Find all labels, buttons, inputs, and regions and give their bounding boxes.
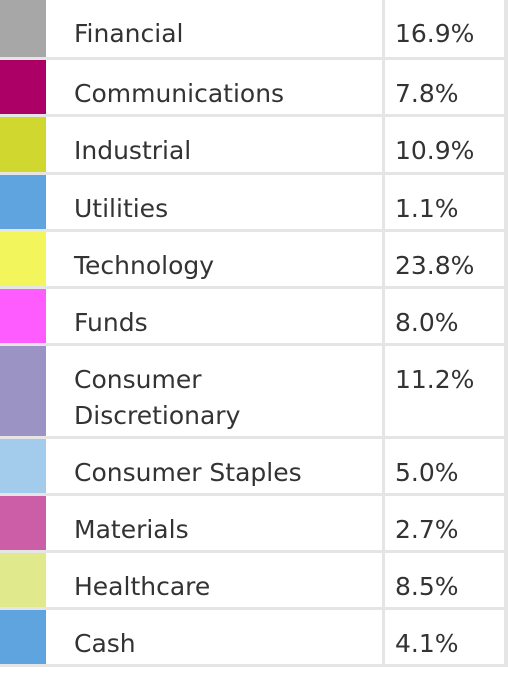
color-swatch <box>0 496 46 550</box>
legend-row-healthcare: Healthcare 8.5% <box>0 553 508 610</box>
column-divider <box>382 610 385 664</box>
column-divider <box>382 175 385 229</box>
sector-name: Industrial <box>74 136 192 165</box>
sector-percentage: 2.7% <box>395 515 459 544</box>
right-border <box>504 232 508 286</box>
sector-name: Cash <box>74 629 136 658</box>
color-swatch <box>0 346 46 436</box>
sector-percentage: 10.9% <box>395 136 475 165</box>
sector-name: Consumer Staples <box>74 458 302 487</box>
right-border <box>504 439 508 493</box>
sector-percentage: 11.2% <box>395 365 475 394</box>
right-border <box>504 60 508 114</box>
column-divider <box>382 439 385 493</box>
sector-name: Communications <box>74 79 285 108</box>
color-swatch <box>0 232 46 286</box>
sector-percentage: 4.1% <box>395 629 459 658</box>
color-swatch <box>0 439 46 493</box>
right-border <box>504 175 508 229</box>
column-divider <box>382 117 385 172</box>
sector-name: Consumer Discretionary <box>74 365 241 430</box>
column-divider <box>382 496 385 550</box>
legend-row-financial: Financial 16.9% <box>0 0 508 60</box>
sector-name: Healthcare <box>74 572 211 601</box>
right-border <box>504 496 508 550</box>
sector-percentage: 5.0% <box>395 458 459 487</box>
column-divider <box>382 60 385 114</box>
color-swatch <box>0 60 46 114</box>
legend-row-utilities: Utilities 1.1% <box>0 175 508 232</box>
right-border <box>504 610 508 664</box>
color-swatch <box>0 175 46 229</box>
column-divider <box>382 0 385 57</box>
legend-row-communications: Communications 7.8% <box>0 60 508 117</box>
legend-row-materials: Materials 2.7% <box>0 496 508 553</box>
legend-row-consumer-staples: Consumer Staples 5.0% <box>0 439 508 496</box>
right-border <box>504 0 508 57</box>
column-divider <box>382 346 385 436</box>
sector-percentage: 7.8% <box>395 79 459 108</box>
column-divider <box>382 553 385 607</box>
right-border <box>504 289 508 343</box>
sector-name: Technology <box>74 251 215 280</box>
sector-name: Utilities <box>74 194 169 223</box>
color-swatch <box>0 289 46 343</box>
sector-percentage: 16.9% <box>395 19 475 48</box>
column-divider <box>382 289 385 343</box>
sector-percentage: 8.0% <box>395 308 459 337</box>
right-border <box>504 346 508 436</box>
sector-name: Funds <box>74 308 148 337</box>
color-swatch <box>0 553 46 607</box>
color-swatch <box>0 610 46 664</box>
sector-name: Materials <box>74 515 189 544</box>
right-border <box>504 117 508 172</box>
right-border <box>504 553 508 607</box>
sector-percentage: 23.8% <box>395 251 475 280</box>
legend-row-cash: Cash 4.1% <box>0 610 508 667</box>
sector-percentage: 8.5% <box>395 572 459 601</box>
color-swatch <box>0 117 46 172</box>
sector-name: Financial <box>74 19 184 48</box>
column-divider <box>382 232 385 286</box>
sector-percentage: 1.1% <box>395 194 459 223</box>
legend-row-technology: Technology 23.8% <box>0 232 508 289</box>
legend-row-consumer-discretionary: Consumer Discretionary 11.2% <box>0 346 508 439</box>
color-swatch <box>0 0 46 57</box>
legend-row-industrial: Industrial 10.9% <box>0 117 508 175</box>
legend-row-funds: Funds 8.0% <box>0 289 508 346</box>
